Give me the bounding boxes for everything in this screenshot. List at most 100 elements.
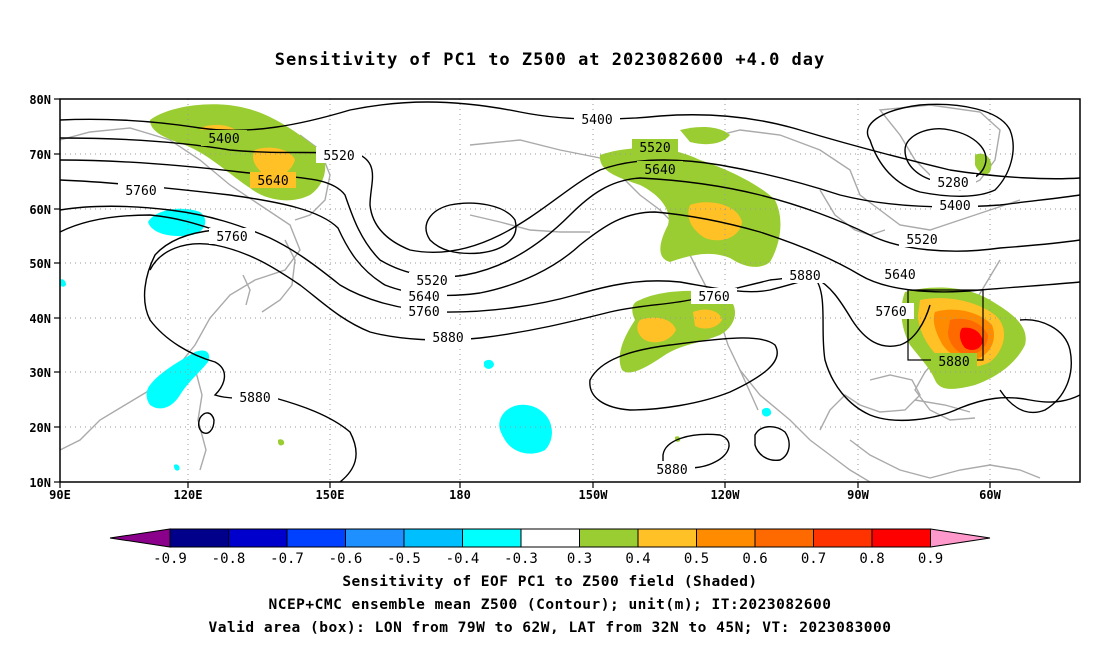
chart-title: Sensitivity of PC1 to Z500 at 2023082600… — [274, 50, 826, 70]
svg-text:5520: 5520 — [323, 149, 354, 164]
contour-label: 5520 — [632, 139, 678, 156]
colorbar-swatch — [696, 528, 756, 548]
lon-label: 150E — [316, 488, 345, 502]
colorbar-swatch — [286, 528, 346, 548]
contour-label: 5640 — [637, 161, 683, 178]
contour-label: 5400 — [201, 130, 247, 147]
latitude-labels: 80N 70N 60N 50N 40N 30N 20N 10N — [29, 93, 51, 490]
colorbar-label: 0.6 — [742, 551, 767, 567]
colorbar-swatch — [754, 528, 814, 548]
contour-label: 5760 — [401, 303, 447, 320]
contour-label: 5400 — [932, 197, 978, 214]
contour-label: 5400 — [574, 111, 620, 128]
contour-label: 5520 — [899, 231, 945, 248]
colorbar-swatch — [871, 528, 931, 548]
z500-contours — [60, 101, 1080, 482]
contour-label: 5880 — [649, 461, 695, 478]
colorbar-label: -0.3 — [504, 551, 538, 567]
colorbar-swatch — [169, 528, 229, 548]
lat-label: 80N — [29, 93, 51, 107]
contour-label: 5760 — [118, 182, 164, 199]
lat-label: 20N — [29, 421, 51, 435]
lon-label: 150W — [579, 488, 609, 502]
contour-label: 5520 — [316, 147, 362, 164]
longitude-labels: 90E 120E 150E 180 150W 120W 90W 60W — [49, 488, 1001, 502]
lat-label: 70N — [29, 148, 51, 162]
colorbar-swatch — [403, 528, 463, 548]
svg-text:5760: 5760 — [875, 305, 906, 320]
colorbar-arrow-left — [109, 528, 171, 548]
lat-label: 40N — [29, 312, 51, 326]
colorbar-swatch — [345, 528, 405, 548]
svg-text:5400: 5400 — [939, 199, 970, 214]
colorbar-label: -0.7 — [270, 551, 304, 567]
colorbar-swatch — [579, 528, 639, 548]
contour-label: 5760 — [691, 288, 737, 305]
lon-label: 90W — [847, 488, 869, 502]
lat-label: 60N — [29, 203, 51, 217]
svg-text:5520: 5520 — [906, 233, 937, 248]
contour-label: 5520 — [409, 272, 455, 289]
lon-label: 60W — [979, 488, 1001, 502]
contour-label: 5640 — [250, 172, 296, 189]
colorbar-label: 0.3 — [567, 551, 592, 567]
contour-label: 5640 — [877, 266, 923, 283]
colorbar-label: -0.9 — [153, 551, 187, 567]
svg-text:5880: 5880 — [938, 355, 969, 370]
contour-label: 5880 — [425, 329, 471, 346]
svg-text:5280: 5280 — [937, 176, 968, 191]
contour-label: 5760 — [209, 228, 255, 245]
svg-text:5520: 5520 — [416, 274, 447, 289]
svg-text:5760: 5760 — [216, 230, 247, 245]
svg-text:5880: 5880 — [656, 463, 687, 478]
svg-text:5640: 5640 — [257, 174, 288, 189]
svg-text:5760: 5760 — [698, 290, 729, 305]
caption-valid-area: Valid area (box): LON from 79W to 62W, L… — [208, 620, 892, 636]
colorbar-label: -0.4 — [446, 551, 480, 567]
axis-ticks — [54, 98, 991, 488]
colorbar-label: -0.6 — [329, 551, 363, 567]
contour-label: 5880 — [931, 353, 977, 370]
caption-shading: Sensitivity of EOF PC1 to Z500 field (Sh… — [342, 574, 758, 590]
lat-label: 30N — [29, 366, 51, 380]
colorbar-label: -0.8 — [212, 551, 246, 567]
colorbar-label: -0.5 — [387, 551, 421, 567]
contour-label: 5880 — [782, 267, 828, 284]
colorbar-swatch — [520, 528, 580, 548]
colorbar-swatch — [637, 528, 697, 548]
lon-label: 180 — [449, 488, 471, 502]
colorbar-label: 0.5 — [684, 551, 709, 567]
colorbar-arrow-right — [930, 528, 991, 548]
colorbar-swatch — [228, 528, 288, 548]
colorbar-label: 0.8 — [859, 551, 884, 567]
colorbar-label: 0.4 — [625, 551, 650, 567]
svg-text:5760: 5760 — [408, 305, 439, 320]
contour-label: 5880 — [232, 389, 278, 406]
colorbar-swatch — [462, 528, 522, 548]
svg-text:5400: 5400 — [581, 113, 612, 128]
lon-label: 90E — [49, 488, 71, 502]
contour-labels: 5400 5520 5640 5760 5760 5400 5520 5640 … — [118, 111, 978, 478]
caption-contour: NCEP+CMC ensemble mean Z500 (Contour); u… — [268, 597, 832, 613]
svg-text:5760: 5760 — [125, 184, 156, 199]
svg-text:5880: 5880 — [432, 331, 463, 346]
map-frame — [59, 98, 1081, 483]
colorbar-label: 0.7 — [801, 551, 826, 567]
svg-text:5640: 5640 — [644, 163, 675, 178]
lon-label: 120W — [711, 488, 741, 502]
colorbar-swatch — [813, 528, 873, 548]
contour-label: 5640 — [401, 288, 447, 305]
svg-text:5400: 5400 — [208, 132, 239, 147]
svg-text:5880: 5880 — [239, 391, 270, 406]
lat-label: 10N — [29, 476, 51, 490]
colorbar: -0.9 -0.8 -0.7 -0.6 -0.5 -0.4 -0.3 0.3 0… — [109, 528, 991, 567]
svg-text:5640: 5640 — [884, 268, 915, 283]
lat-label: 50N — [29, 257, 51, 271]
svg-text:5640: 5640 — [408, 290, 439, 305]
contour-label: 5760 — [868, 303, 914, 320]
lon-label: 120E — [174, 488, 203, 502]
svg-text:5880: 5880 — [789, 269, 820, 284]
svg-text:5520: 5520 — [639, 141, 670, 156]
colorbar-label: 0.9 — [918, 551, 943, 567]
